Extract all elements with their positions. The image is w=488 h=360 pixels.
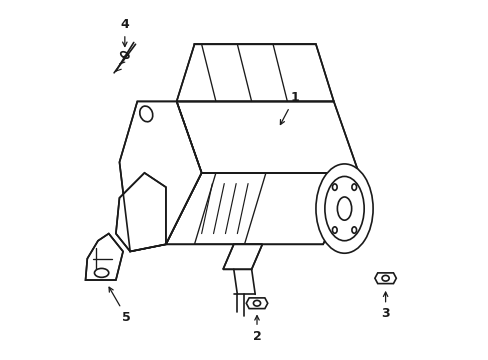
Text: 3: 3 bbox=[381, 292, 389, 320]
Polygon shape bbox=[165, 173, 358, 244]
Text: 1: 1 bbox=[280, 91, 298, 125]
Polygon shape bbox=[374, 273, 395, 284]
Polygon shape bbox=[119, 102, 201, 251]
Polygon shape bbox=[176, 44, 333, 102]
Ellipse shape bbox=[332, 184, 336, 190]
Ellipse shape bbox=[140, 106, 152, 122]
Ellipse shape bbox=[351, 227, 356, 233]
Ellipse shape bbox=[315, 164, 372, 253]
Polygon shape bbox=[223, 244, 262, 269]
Ellipse shape bbox=[332, 227, 336, 233]
Ellipse shape bbox=[121, 52, 129, 58]
Text: 5: 5 bbox=[109, 287, 131, 324]
Ellipse shape bbox=[351, 184, 356, 190]
Polygon shape bbox=[85, 234, 123, 280]
Ellipse shape bbox=[337, 197, 351, 220]
Text: 2: 2 bbox=[252, 316, 261, 343]
Ellipse shape bbox=[94, 269, 108, 277]
Polygon shape bbox=[176, 102, 358, 173]
Text: 4: 4 bbox=[120, 18, 129, 46]
Polygon shape bbox=[116, 173, 165, 251]
Polygon shape bbox=[246, 298, 267, 309]
